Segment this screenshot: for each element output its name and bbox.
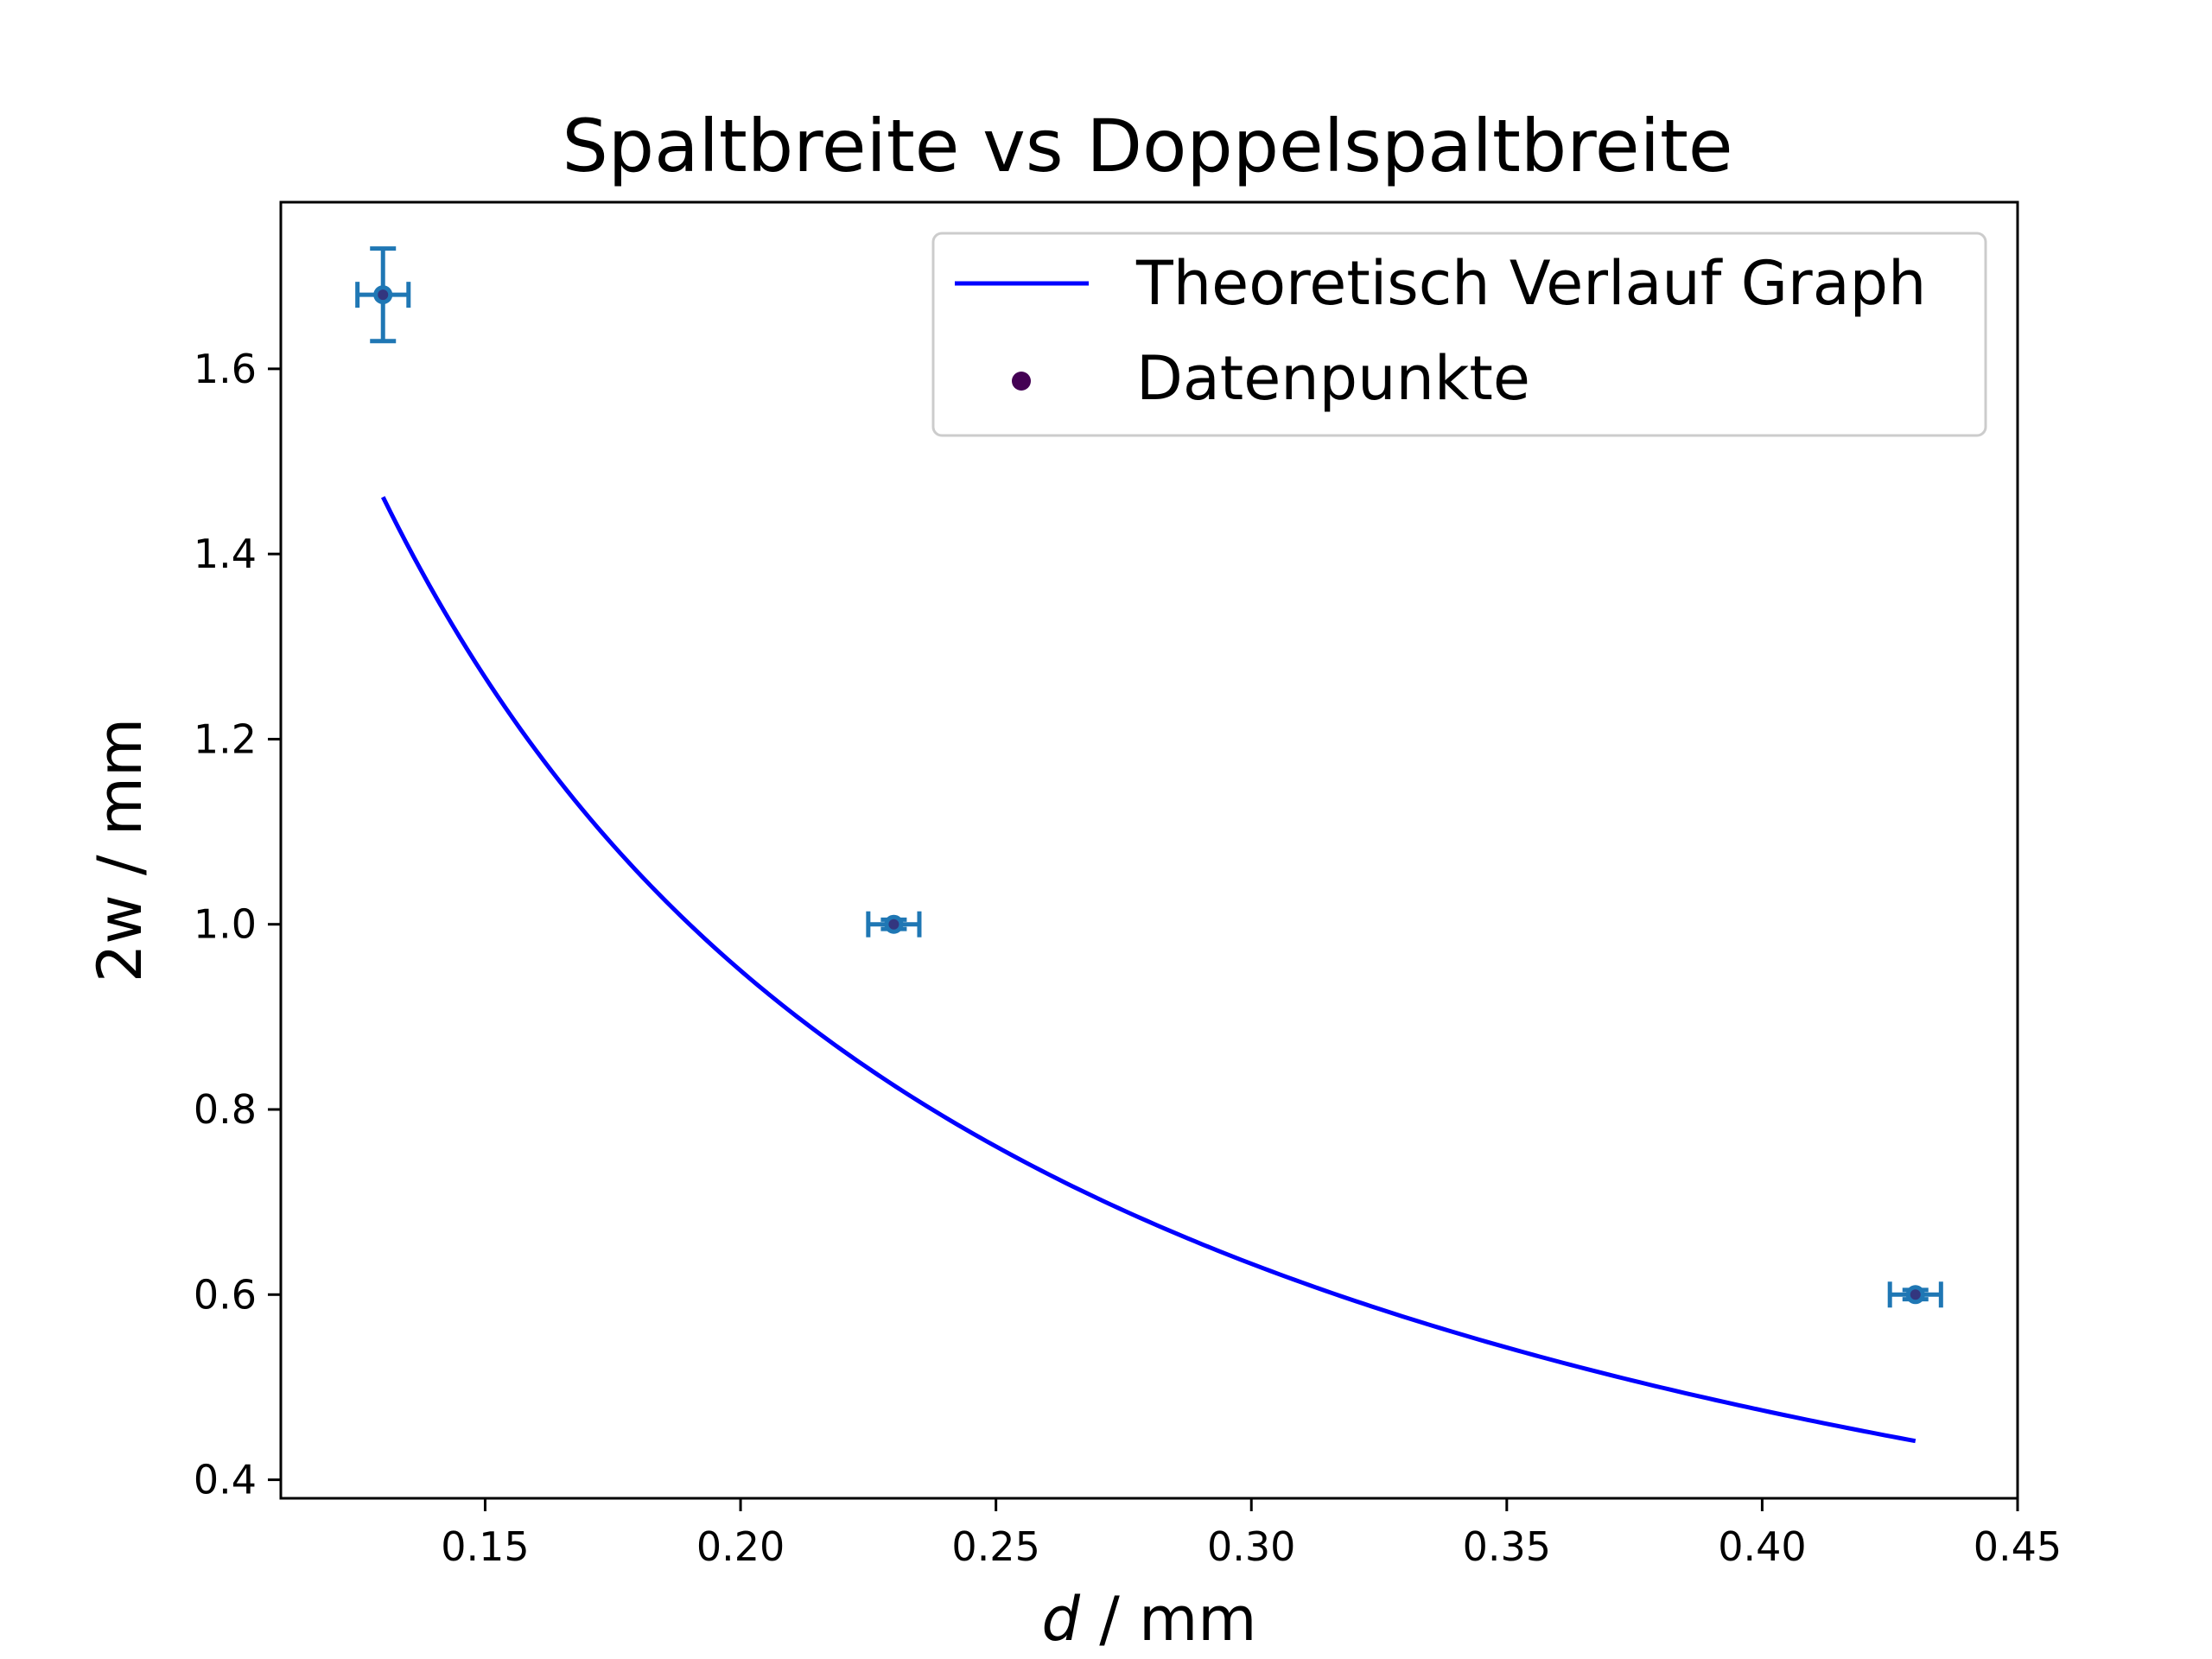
x-axis-variable: d [1042, 1584, 1081, 1655]
y-axis: 0.4 0.6 0.8 1.0 1.2 1.4 1.6 [194, 346, 281, 1503]
x-axis-unit: / mm [1080, 1584, 1256, 1655]
y-axis-unit: / mm [85, 718, 156, 894]
legend-entry-points: Datenpunkte [1136, 343, 1530, 414]
x-axis: 0.15 0.20 0.25 0.30 0.35 0.40 0.45 [441, 1498, 2062, 1570]
x-axis-label: d / mm [1042, 1584, 1257, 1655]
plot-frame [279, 200, 2019, 1500]
legend-entry-line: Theoretisch Verlauf Graph [1135, 248, 1926, 319]
data-point-marker [378, 289, 389, 301]
y-tick-label: 0.4 [194, 1457, 257, 1503]
series-layer [355, 246, 1943, 1444]
x-tick-label: 0.20 [696, 1523, 785, 1570]
x-tick-label: 0.15 [441, 1523, 529, 1570]
plot-area [279, 200, 2019, 1500]
y-axis-label: 2w / mm [85, 718, 156, 982]
theory-curve [381, 496, 1916, 1444]
data-point-marker [888, 918, 899, 930]
x-tick-label: 0.30 [1207, 1523, 1295, 1570]
legend: Theoretisch Verlauf Graph Datenpunkte [931, 232, 1987, 437]
chart-title: Spaltbreite vs Doppelspaltbreite [562, 104, 1732, 188]
x-tick-label: 0.45 [1974, 1523, 2062, 1570]
y-tick-label: 1.6 [194, 346, 257, 392]
y-tick-label: 1.0 [194, 901, 257, 948]
x-tick-label: 0.25 [951, 1523, 1039, 1570]
data-point-group [355, 246, 411, 344]
x-tick-label: 0.40 [1718, 1523, 1806, 1570]
y-axis-variable: 2w [85, 894, 156, 982]
x-tick-label: 0.35 [1463, 1523, 1551, 1570]
data-point-group [1887, 1281, 1943, 1308]
data-point-marker [1910, 1289, 1921, 1300]
legend-point-marker [1012, 372, 1031, 391]
y-tick-label: 0.8 [194, 1086, 257, 1133]
y-tick-label: 1.2 [194, 715, 257, 762]
legend-box [931, 232, 1987, 437]
y-tick-label: 0.6 [194, 1271, 257, 1318]
data-point-group [866, 911, 922, 938]
y-tick-label: 1.4 [194, 531, 257, 577]
